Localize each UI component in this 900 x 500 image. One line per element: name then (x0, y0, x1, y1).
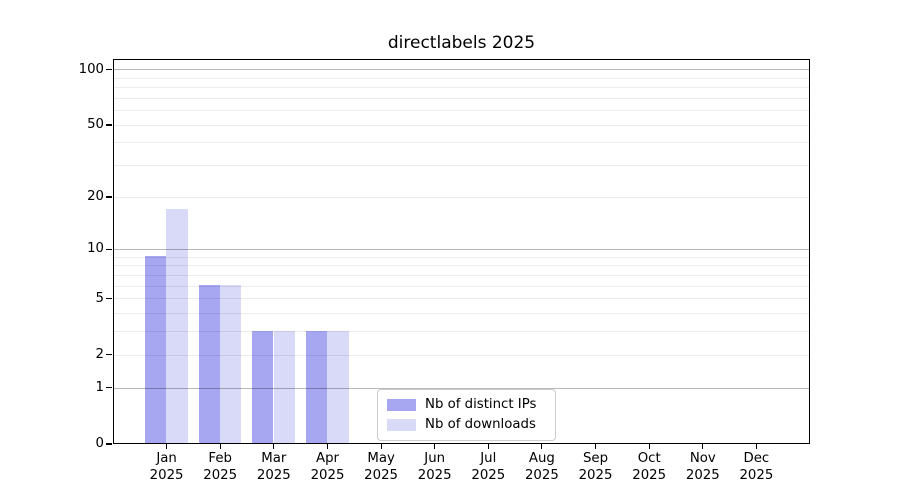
y-tick-mark-20 (106, 196, 112, 198)
bar-nb-of-downloads-mar (273, 330, 295, 443)
y-tick-label-1: 1 (95, 379, 104, 395)
bar-nb-of-distinct-ips-mar (252, 330, 274, 443)
gridline-minor-20 (114, 196, 809, 198)
y-tick-mark-100 (106, 68, 112, 71)
x-tick-mark-may (380, 443, 382, 449)
bar-nb-of-downloads-feb (219, 285, 242, 443)
y-tick-label-50: 50 (87, 117, 104, 132)
gridline-minor-40 (114, 142, 809, 144)
legend-label-nb-of-downloads: Nb of downloads (425, 417, 536, 432)
x-tick-mark-apr (326, 443, 329, 449)
y-tick-label-0: 0 (95, 436, 104, 451)
bar-nb-of-downloads-apr (327, 330, 349, 443)
legend-swatch-nb-of-downloads (387, 419, 416, 431)
x-tick-label-mar: Mar 2025 (256, 451, 291, 483)
legend-swatch-nb-of-distinct-ips (387, 399, 416, 411)
gridline-minor-5 (114, 298, 809, 300)
gridline-minor-80 (114, 87, 809, 89)
x-tick-label-dec: Dec 2025 (739, 451, 774, 483)
y-tick-label-100: 100 (78, 61, 104, 77)
x-tick-label-sep: Sep 2025 (578, 451, 613, 483)
gridline-minor-60 (114, 110, 809, 112)
gridline-minor-2 (114, 354, 809, 356)
x-tick-mark-feb (219, 443, 221, 449)
bar-nb-of-downloads-jan (166, 208, 188, 443)
y-tick-mark-0 (106, 443, 112, 445)
x-tick-mark-aug (541, 443, 543, 449)
legend-label-nb-of-distinct-ips: Nb of distinct IPs (425, 397, 537, 412)
gridline-minor-50 (114, 124, 809, 126)
x-tick-mark-jan (166, 443, 168, 449)
y-tick-label-10: 10 (87, 241, 104, 257)
gridline-minor-7 (114, 275, 809, 276)
x-tick-label-jun: Jun 2025 (417, 451, 452, 483)
gridline-major-10 (114, 249, 809, 251)
x-tick-mark-nov (702, 443, 704, 449)
y-tick-mark-50 (106, 124, 112, 126)
y-tick-mark-1 (106, 387, 112, 389)
x-tick-label-oct: Oct 2025 (632, 451, 667, 483)
y-tick-label-5: 5 (95, 290, 104, 306)
gridline-minor-3 (114, 331, 809, 333)
x-tick-label-may: May 2025 (364, 451, 399, 483)
bar-nb-of-distinct-ips-apr (305, 330, 328, 443)
gridline-minor-4 (114, 313, 809, 315)
bar-nb-of-distinct-ips-jan (144, 256, 167, 443)
gridline-major-100 (114, 69, 809, 71)
gridline-minor-30 (114, 165, 809, 167)
x-tick-mark-jul (487, 443, 489, 449)
x-tick-mark-dec (755, 443, 757, 449)
x-tick-label-jul: Jul 2025 (471, 451, 506, 483)
x-tick-label-feb: Feb 2025 (203, 451, 238, 483)
bar-nb-of-distinct-ips-feb (198, 285, 220, 443)
x-tick-label-nov: Nov 2025 (685, 451, 720, 483)
x-tick-label-jan: Jan 2025 (149, 451, 184, 483)
x-tick-mark-mar (273, 443, 275, 449)
gridline-major-1 (114, 387, 809, 389)
gridline-minor-9 (114, 256, 809, 258)
gridline-minor-90 (114, 77, 809, 79)
gridline-minor-6 (114, 285, 809, 287)
x-tick-mark-sep (594, 443, 597, 449)
y-tick-label-20: 20 (87, 189, 104, 204)
y-tick-mark-5 (106, 298, 112, 300)
chart-title: directlabels 2025 (387, 33, 536, 53)
x-tick-label-apr: Apr 2025 (310, 451, 345, 483)
x-tick-mark-jun (434, 443, 436, 449)
legend: Nb of distinct IPs Nb of downloads (377, 389, 556, 441)
gridline-minor-8 (114, 265, 809, 267)
legend-row-nb-of-downloads: Nb of downloads (387, 418, 546, 432)
y-tick-label-2: 2 (95, 346, 104, 362)
y-tick-mark-2 (106, 354, 112, 356)
legend-row-nb-of-distinct-ips: Nb of distinct IPs (387, 398, 546, 412)
gridline-minor-70 (114, 97, 809, 99)
x-tick-mark-oct (648, 443, 650, 449)
x-tick-label-aug: Aug 2025 (524, 451, 559, 483)
plot-area (113, 59, 810, 444)
y-tick-mark-10 (106, 248, 112, 250)
